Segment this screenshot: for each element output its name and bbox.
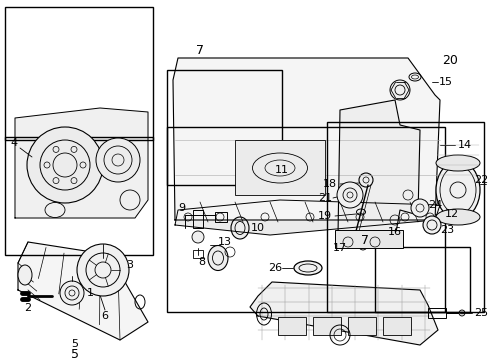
Text: 1: 1 [86, 288, 93, 298]
Text: 23: 23 [439, 225, 453, 235]
Polygon shape [15, 108, 148, 218]
Bar [347, 317, 375, 335]
Text: 25: 25 [473, 308, 487, 318]
Polygon shape [249, 282, 437, 345]
Bar [167, 127, 444, 312]
Text: 5: 5 [71, 348, 79, 360]
Bar [326, 122, 483, 312]
Bar [5, 7, 153, 140]
Text: 26: 26 [267, 263, 282, 273]
Text: 10: 10 [250, 223, 264, 233]
Text: 15: 15 [438, 77, 452, 87]
Text: 2: 2 [24, 303, 32, 313]
Circle shape [96, 138, 140, 182]
Bar [427, 308, 445, 318]
Bar [312, 317, 340, 335]
Text: 18: 18 [322, 179, 336, 189]
Ellipse shape [18, 265, 32, 285]
Text: 24: 24 [427, 200, 441, 210]
Text: 4: 4 [10, 138, 18, 148]
Bar [374, 247, 469, 312]
Text: 19: 19 [317, 211, 331, 221]
Bar [193, 210, 203, 228]
Polygon shape [337, 100, 419, 238]
Text: 11: 11 [274, 165, 288, 175]
Circle shape [389, 80, 409, 100]
Ellipse shape [360, 235, 368, 241]
Polygon shape [175, 200, 439, 235]
Text: 12: 12 [444, 209, 458, 219]
Text: 3: 3 [126, 260, 133, 270]
Circle shape [77, 244, 129, 296]
Text: 8: 8 [198, 257, 205, 267]
Ellipse shape [422, 216, 440, 234]
Text: 7: 7 [360, 234, 368, 247]
Bar [235, 140, 325, 195]
Bar [5, 137, 153, 255]
Polygon shape [173, 58, 439, 220]
Bar [167, 70, 282, 185]
Text: 21: 21 [317, 193, 331, 203]
Bar [215, 212, 226, 222]
Text: 9: 9 [178, 203, 185, 213]
Text: 17: 17 [332, 243, 346, 253]
Bar [278, 317, 305, 335]
Text: 13: 13 [218, 237, 231, 247]
Text: 20: 20 [441, 54, 457, 67]
Bar [334, 230, 402, 248]
Text: 5: 5 [71, 339, 79, 349]
Text: 16: 16 [387, 227, 401, 237]
Bar [193, 250, 203, 258]
Text: 14: 14 [457, 140, 471, 150]
Polygon shape [18, 242, 148, 340]
Circle shape [192, 231, 203, 243]
Circle shape [458, 310, 464, 316]
Ellipse shape [435, 155, 479, 171]
Circle shape [410, 199, 428, 217]
Circle shape [60, 281, 84, 305]
Ellipse shape [293, 261, 321, 275]
Ellipse shape [435, 209, 479, 225]
Text: 6: 6 [102, 311, 108, 321]
Bar [382, 317, 410, 335]
Ellipse shape [230, 217, 248, 239]
Text: 22: 22 [473, 175, 487, 185]
Circle shape [27, 127, 103, 203]
Ellipse shape [207, 246, 227, 270]
Circle shape [358, 242, 366, 250]
Circle shape [336, 182, 362, 208]
Ellipse shape [435, 161, 479, 219]
Text: 7: 7 [196, 44, 203, 57]
